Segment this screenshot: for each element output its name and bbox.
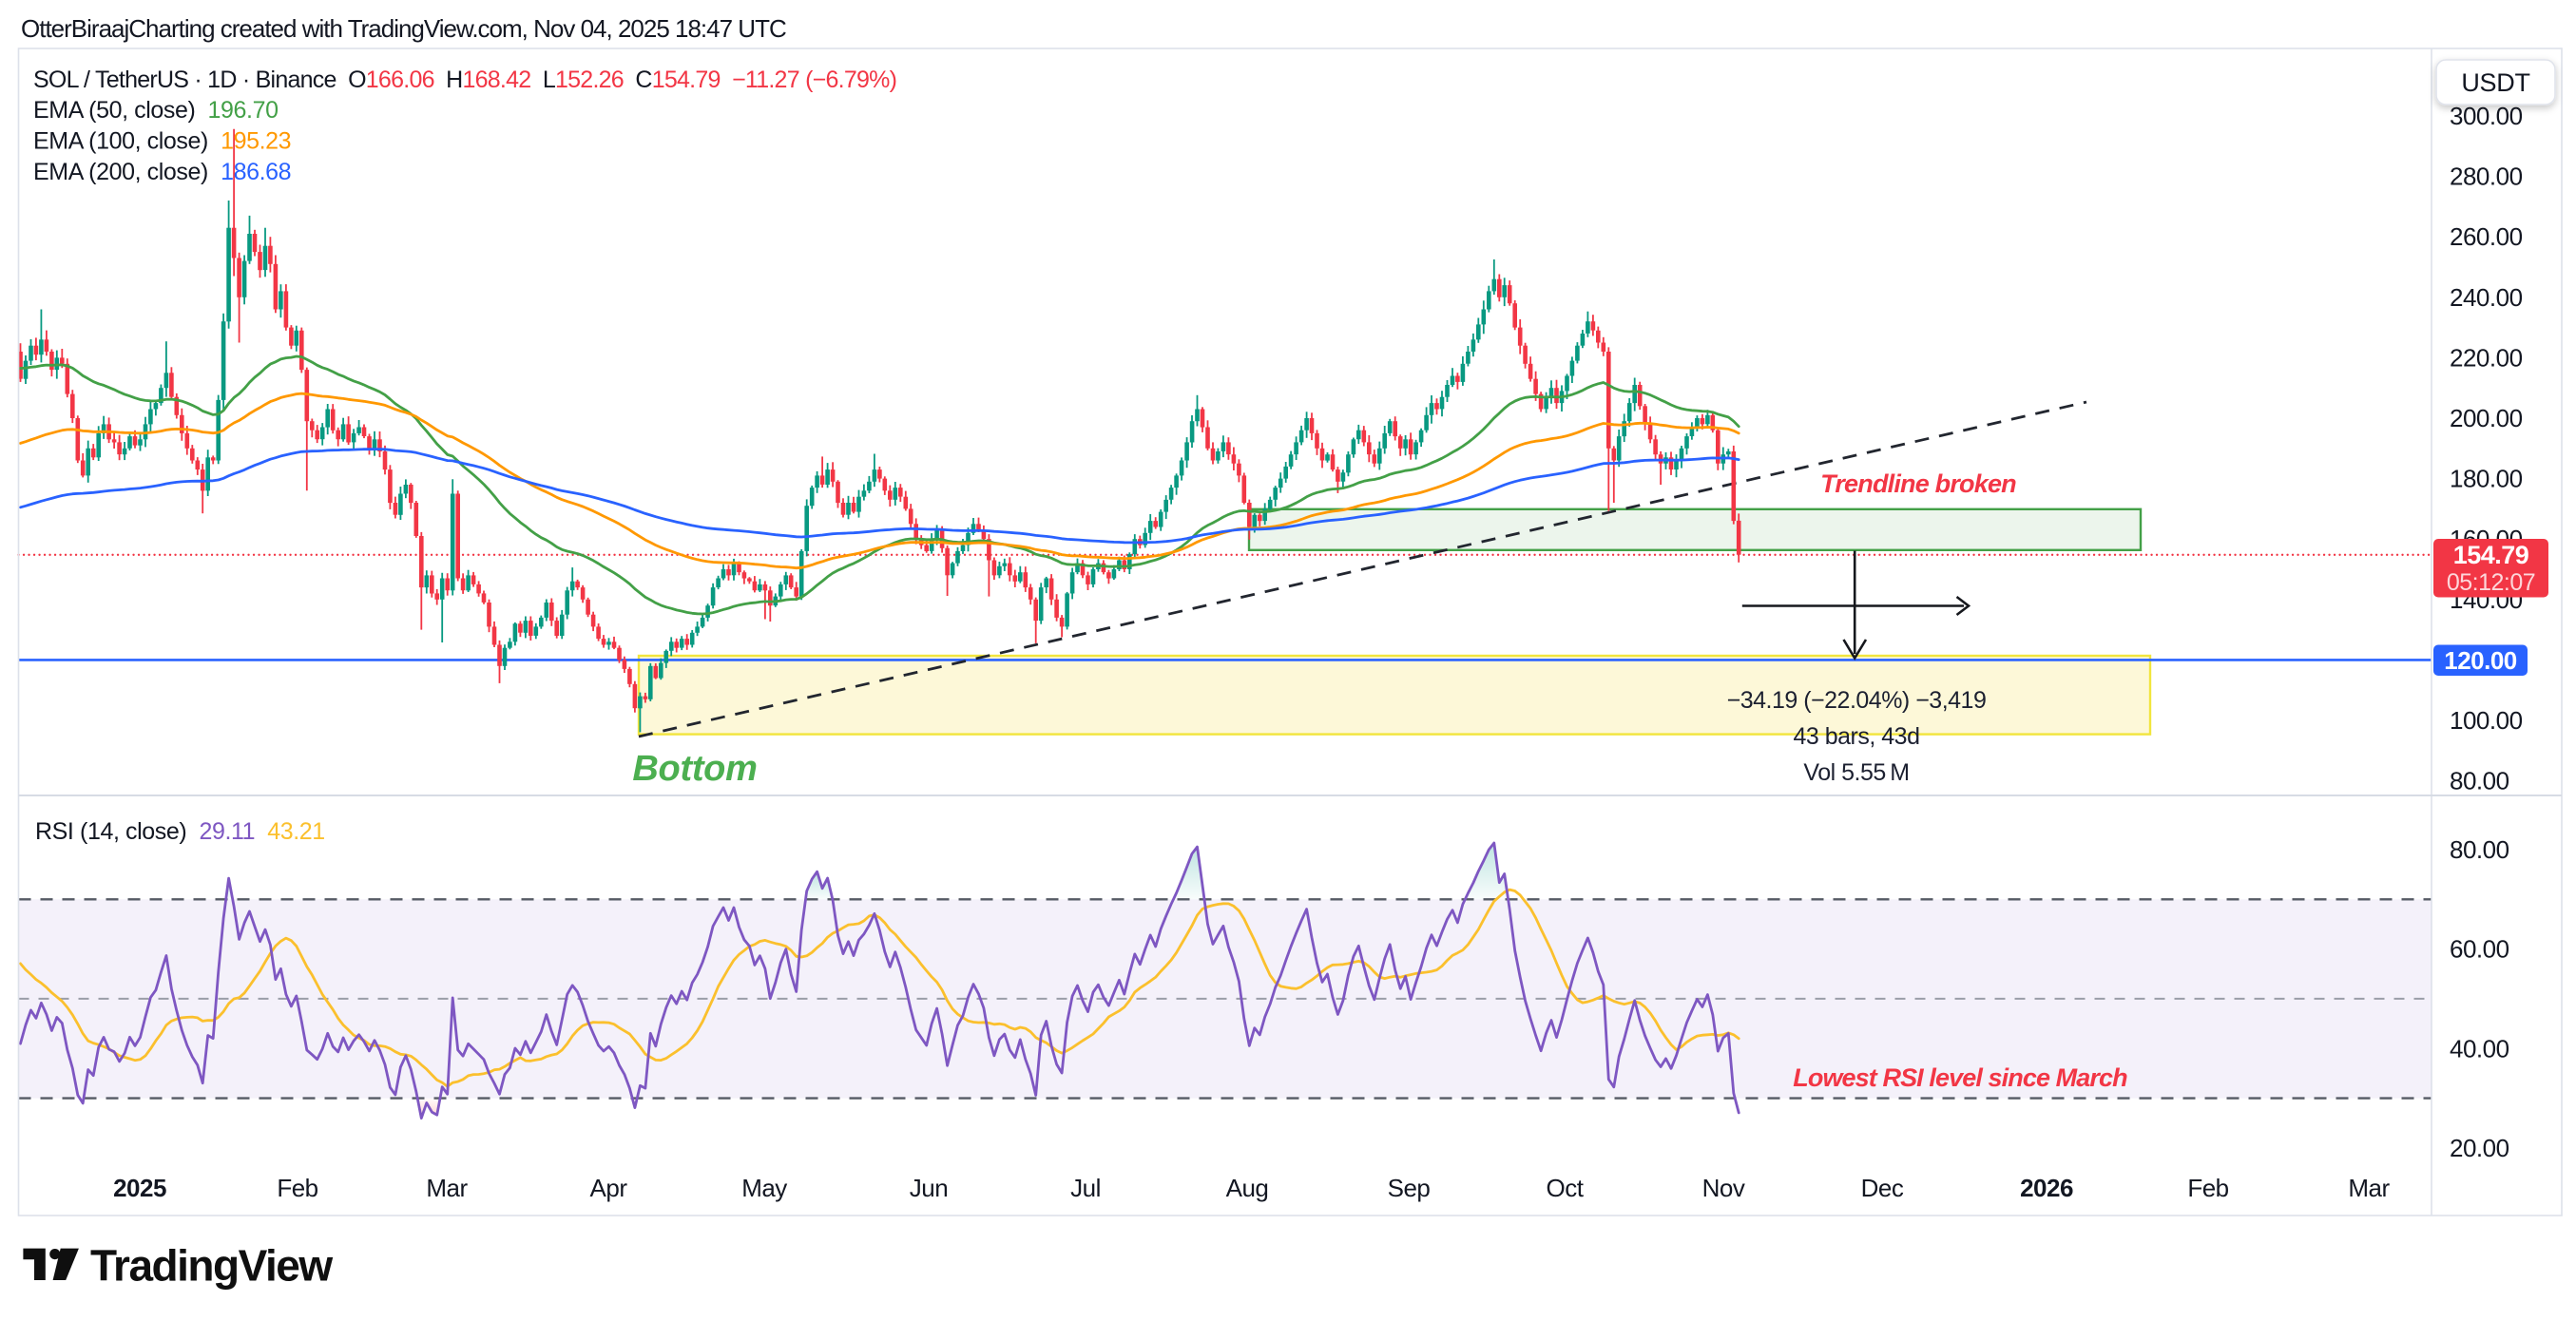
svg-text:Sep: Sep (1388, 1174, 1431, 1202)
svg-text:40.00: 40.00 (2450, 1034, 2509, 1063)
svg-text:−34.19 (−22.04%) −3,419: −34.19 (−22.04%) −3,419 (1727, 687, 1987, 714)
svg-text:Mar: Mar (426, 1174, 468, 1202)
svg-text:80.00: 80.00 (2450, 835, 2509, 864)
svg-text:240.00: 240.00 (2450, 283, 2523, 312)
svg-text:SOL / TetherUS · 1D · Binance: SOL / TetherUS · 1D · Binance O166.06 H1… (33, 67, 896, 93)
svg-text:RSI (14, close) 29.11 43.21: RSI (14, close) 29.11 43.21 (35, 818, 325, 845)
svg-text:Oct: Oct (1547, 1174, 1585, 1202)
svg-text:EMA (100, close) 195.23: EMA (100, close) 195.23 (33, 128, 291, 155)
svg-text:120.00: 120.00 (2444, 646, 2517, 675)
svg-text:20.00: 20.00 (2450, 1134, 2509, 1162)
svg-text:Mar: Mar (2348, 1174, 2390, 1202)
svg-text:200.00: 200.00 (2450, 404, 2523, 432)
svg-text:05:12:07: 05:12:07 (2447, 569, 2535, 596)
svg-text:Jun: Jun (910, 1174, 948, 1202)
svg-text:USDT: USDT (2461, 68, 2529, 97)
svg-text:Lowest RSI level since March: Lowest RSI level since March (1793, 1063, 2127, 1092)
svg-text:Jul: Jul (1070, 1174, 1101, 1202)
svg-text:260.00: 260.00 (2450, 222, 2523, 251)
svg-text:Dec: Dec (1861, 1174, 1904, 1202)
svg-text:154.79: 154.79 (2453, 541, 2529, 569)
svg-text:2026: 2026 (2020, 1174, 2073, 1202)
svg-text:Nov: Nov (1702, 1174, 1745, 1202)
svg-text:Vol 5.55 M: Vol 5.55 M (1803, 759, 1909, 786)
svg-text:100.00: 100.00 (2450, 706, 2523, 735)
svg-text:280.00: 280.00 (2450, 163, 2523, 191)
svg-text:EMA (50, close) 196.70: EMA (50, close) 196.70 (33, 97, 279, 124)
svg-text:220.00: 220.00 (2450, 343, 2523, 372)
svg-text:60.00: 60.00 (2450, 935, 2509, 964)
svg-text:Bottom: Bottom (632, 749, 757, 789)
svg-text:43 bars, 43d: 43 bars, 43d (1794, 723, 1920, 750)
svg-text:Trendline broken: Trendline broken (1820, 469, 2016, 498)
svg-text:Feb: Feb (2187, 1174, 2228, 1202)
svg-text:Aug: Aug (1226, 1174, 1269, 1202)
svg-text:Feb: Feb (277, 1174, 317, 1202)
svg-text:300.00: 300.00 (2450, 102, 2523, 130)
svg-text:80.00: 80.00 (2450, 767, 2509, 795)
svg-text:2025: 2025 (113, 1174, 166, 1202)
svg-text:OtterBiraajCharting created wi: OtterBiraajCharting created with Trading… (21, 14, 786, 43)
svg-text:May: May (741, 1174, 787, 1202)
svg-text:Apr: Apr (590, 1174, 628, 1202)
svg-text:180.00: 180.00 (2450, 465, 2523, 493)
svg-text:TradingView: TradingView (90, 1241, 333, 1291)
svg-text:EMA (200, close) 186.68: EMA (200, close) 186.68 (33, 159, 291, 185)
